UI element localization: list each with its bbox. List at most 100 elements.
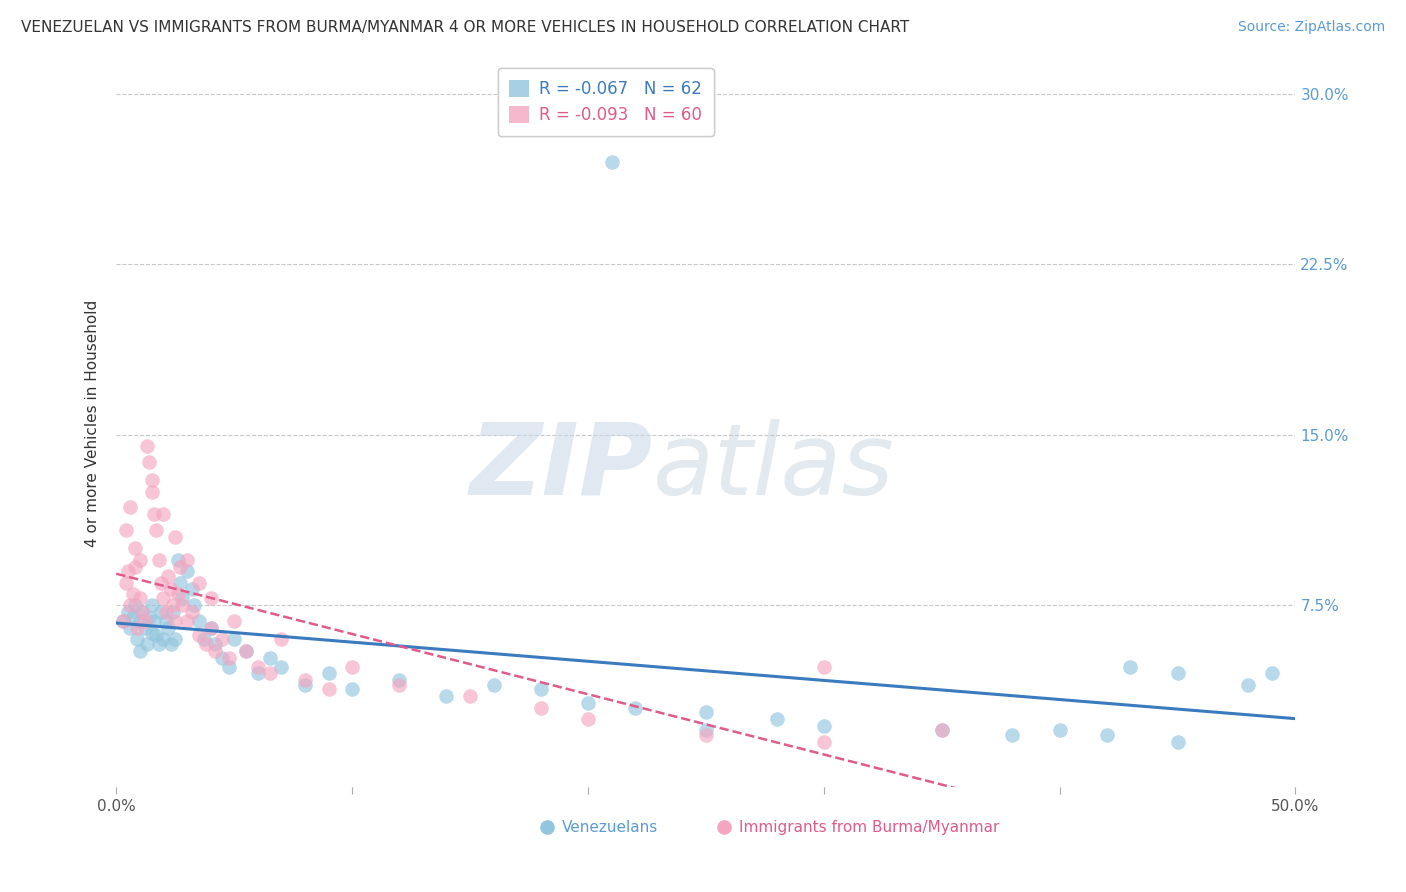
Point xyxy=(388,673,411,688)
Point xyxy=(131,605,153,619)
Point xyxy=(157,621,180,635)
Point xyxy=(813,659,835,673)
Point xyxy=(530,700,553,714)
Point xyxy=(150,575,173,590)
Point xyxy=(270,632,292,647)
Point xyxy=(211,632,233,647)
Point xyxy=(172,599,194,613)
Text: atlas: atlas xyxy=(652,418,894,516)
Point xyxy=(141,484,163,499)
Point xyxy=(224,614,246,628)
Point xyxy=(576,712,599,726)
Point xyxy=(152,632,174,647)
Point xyxy=(134,621,156,635)
Point xyxy=(166,553,188,567)
Point xyxy=(162,605,184,619)
Point xyxy=(235,643,257,657)
Point xyxy=(436,689,458,703)
Point xyxy=(458,689,481,703)
Point xyxy=(155,614,177,628)
Point xyxy=(114,575,136,590)
Point xyxy=(624,700,647,714)
Point xyxy=(224,632,246,647)
Point xyxy=(695,728,717,742)
Point xyxy=(200,621,222,635)
Point xyxy=(1095,728,1118,742)
Point xyxy=(176,564,198,578)
Point xyxy=(157,568,180,582)
Point xyxy=(162,599,184,613)
Point xyxy=(150,605,173,619)
Point xyxy=(318,682,340,697)
Point xyxy=(152,591,174,606)
Point xyxy=(121,609,143,624)
Point xyxy=(931,723,953,738)
Point xyxy=(127,632,149,647)
Point xyxy=(112,614,135,628)
Point xyxy=(141,473,163,487)
Point xyxy=(204,643,226,657)
Point xyxy=(183,599,205,613)
Point xyxy=(1261,666,1284,681)
Text: ZIP: ZIP xyxy=(470,418,652,516)
Point xyxy=(200,591,222,606)
Point xyxy=(165,632,187,647)
Text: VENEZUELAN VS IMMIGRANTS FROM BURMA/MYANMAR 4 OR MORE VEHICLES IN HOUSEHOLD CORR: VENEZUELAN VS IMMIGRANTS FROM BURMA/MYAN… xyxy=(21,20,910,35)
Point xyxy=(695,705,717,719)
Point xyxy=(187,614,209,628)
Point xyxy=(388,678,411,692)
Point xyxy=(600,155,623,169)
Point xyxy=(145,628,167,642)
Point xyxy=(246,659,269,673)
Point xyxy=(169,559,191,574)
Point xyxy=(530,682,553,697)
Point xyxy=(141,599,163,613)
Point xyxy=(813,719,835,733)
Point xyxy=(204,637,226,651)
Point xyxy=(246,666,269,681)
Point xyxy=(187,575,209,590)
Point xyxy=(193,632,215,647)
Point xyxy=(180,582,202,597)
Point xyxy=(138,609,160,624)
Point xyxy=(218,659,240,673)
Legend: R = -0.067   N = 62, R = -0.093   N = 60: R = -0.067 N = 62, R = -0.093 N = 60 xyxy=(498,68,714,136)
Point xyxy=(176,553,198,567)
Point xyxy=(131,605,153,619)
Point xyxy=(155,605,177,619)
Point xyxy=(128,614,150,628)
Point xyxy=(931,723,953,738)
Text: Immigrants from Burma/Myanmar: Immigrants from Burma/Myanmar xyxy=(740,820,1000,835)
Point xyxy=(141,625,163,640)
Point xyxy=(159,582,181,597)
Point xyxy=(1001,728,1024,742)
Point xyxy=(124,541,146,556)
Point xyxy=(120,500,142,515)
Point xyxy=(340,682,363,697)
Point xyxy=(176,614,198,628)
Point xyxy=(124,559,146,574)
Point xyxy=(235,643,257,657)
Point xyxy=(136,637,159,651)
Point xyxy=(218,650,240,665)
Text: Venezuelans: Venezuelans xyxy=(562,820,658,835)
Point xyxy=(128,553,150,567)
Point xyxy=(114,523,136,537)
Point xyxy=(695,723,717,738)
Point xyxy=(1237,678,1260,692)
Point xyxy=(159,637,181,651)
Point xyxy=(124,599,146,613)
Point xyxy=(112,614,135,628)
Point xyxy=(211,650,233,665)
Point xyxy=(294,678,316,692)
Point xyxy=(117,564,139,578)
Point xyxy=(127,621,149,635)
Point xyxy=(143,508,166,522)
Point xyxy=(259,650,281,665)
Point xyxy=(121,587,143,601)
Point xyxy=(576,696,599,710)
Point xyxy=(120,599,142,613)
Point xyxy=(148,637,170,651)
Point xyxy=(143,614,166,628)
Point xyxy=(148,553,170,567)
